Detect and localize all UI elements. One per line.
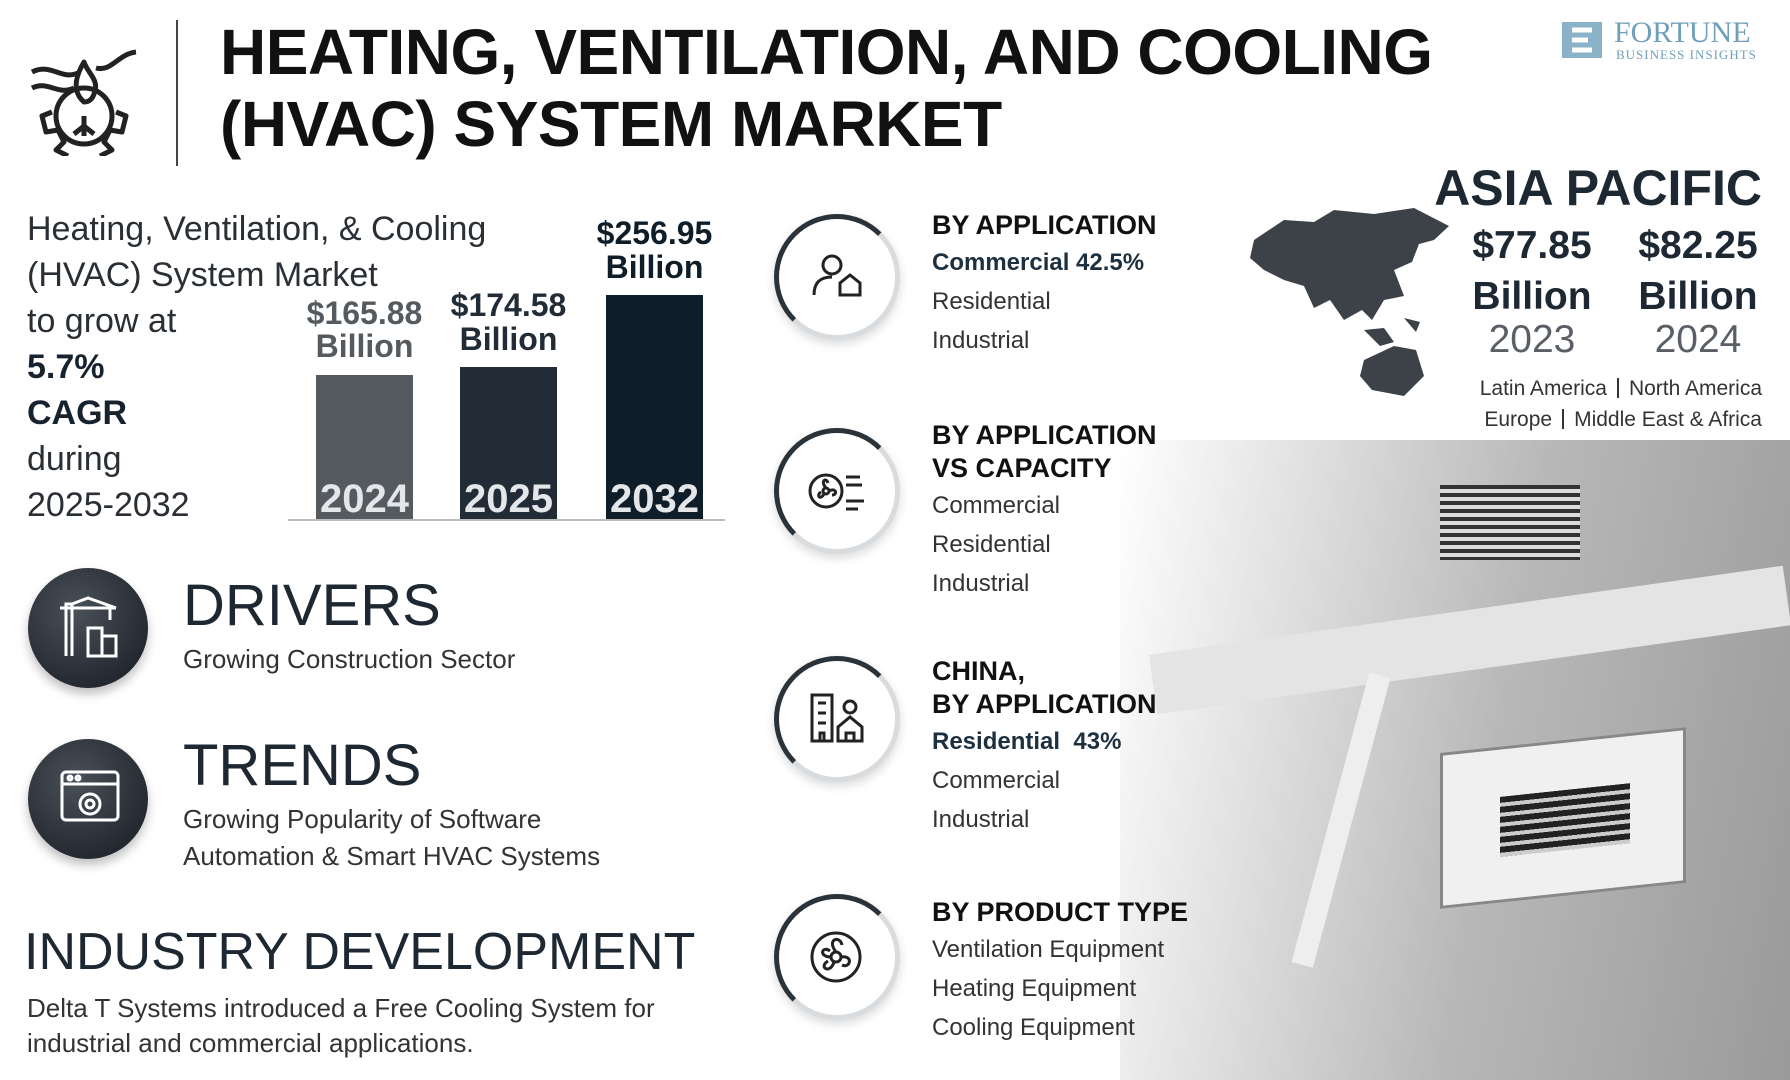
software-icon: [60, 770, 120, 822]
region-value: $77.85: [1472, 224, 1592, 267]
bar-value-label: $174.58 Billion: [450, 287, 567, 357]
region-unit: Billion: [1638, 275, 1758, 318]
industry-line: industrial and commercial applications.: [27, 1028, 474, 1058]
hvac-logo-icon: [30, 49, 137, 156]
intro-line: (HVAC) System Market: [27, 256, 378, 294]
other-region: Europe: [1484, 408, 1553, 431]
asia-map: [1250, 208, 1449, 396]
segment-title: BY APPLICATION: [932, 210, 1157, 240]
segment-item: Residential: [932, 288, 1051, 315]
segment-item: Heating Equipment: [932, 975, 1137, 1002]
segment-item: Commercial: [932, 767, 1061, 794]
segment-item: Ventilation Equipment: [932, 936, 1165, 963]
bar: [316, 374, 413, 519]
segment-icon-circle: [774, 656, 900, 782]
industry-line: Delta T Systems introduced a Free Coolin…: [27, 993, 655, 1023]
segment-highlight: Residential 43%: [932, 728, 1122, 755]
segment-icon: [808, 473, 864, 511]
intro-line: during: [27, 440, 122, 478]
bar-value-label: $256.95 Billion: [596, 215, 713, 286]
drivers-title: DRIVERS: [183, 573, 441, 638]
segment-item: Industrial: [932, 570, 1030, 597]
brand-icon: [1562, 22, 1602, 58]
title-line: (HVAC) SYSTEM MARKET: [220, 88, 1002, 160]
other-region: Latin America: [1479, 377, 1607, 400]
bar: [460, 367, 557, 519]
header-divider: [176, 20, 178, 166]
region-year: 2024: [1654, 318, 1742, 361]
region-year: 2023: [1488, 318, 1576, 361]
bar-category-label: 2025: [464, 477, 553, 521]
title-line: HEATING, VENTILATION, AND COOLING: [220, 16, 1433, 88]
trends-title: TRENDS: [183, 733, 422, 798]
segment-icon-circle: [774, 214, 900, 340]
intro-line: 2025-2032: [27, 486, 190, 524]
segment-item: Industrial: [932, 327, 1030, 354]
intro-cagr: 5.7%: [27, 348, 105, 386]
separator: [1562, 409, 1565, 429]
industry-title: INDUSTRY DEVELOPMENT: [24, 923, 696, 981]
other-regions-line: Latin America North America: [1480, 378, 1762, 399]
segment-title: BY APPLICATION: [932, 689, 1157, 719]
segment-title: VS CAPACITY: [932, 453, 1112, 483]
segment-title: BY APPLICATION: [932, 420, 1157, 450]
segment-icon: [810, 931, 862, 983]
bar-category-label: 2032: [610, 477, 699, 521]
segment-item: Industrial: [932, 806, 1030, 833]
other-regions-line: Europe Middle East & Africa: [1484, 409, 1762, 430]
drivers-text: Growing Construction Sector: [183, 644, 516, 674]
other-region: North America: [1628, 377, 1762, 400]
bar-value-label: $165.88 Billion: [306, 294, 423, 365]
construction-icon: [60, 596, 118, 658]
region-name: ASIA PACIFIC: [1434, 160, 1762, 216]
brand-name: FORTUNE: [1614, 16, 1751, 49]
trends-line: Growing Popularity of Software: [183, 804, 542, 834]
segment-title: BY PRODUCT TYPE: [932, 897, 1189, 927]
vent: [1440, 485, 1580, 560]
segment-item: Cooling Equipment: [932, 1014, 1135, 1041]
brand-sub: BUSINESS INSIGHTS: [1616, 47, 1757, 62]
segment-highlight: Commercial 42.5%: [932, 249, 1145, 276]
segment-icon-circle: [774, 894, 900, 1020]
bar-category-label: 2024: [320, 477, 409, 521]
segment-icon: [810, 693, 864, 743]
segment-title: CHINA,: [932, 656, 1025, 686]
other-region: Middle East & Africa: [1574, 408, 1762, 431]
region-value: $82.25: [1638, 224, 1758, 267]
intro-line: Heating, Ventilation, & Cooling: [27, 210, 487, 248]
segment-icon: [812, 254, 862, 297]
trends-line: Automation & Smart HVAC Systems: [183, 841, 601, 871]
intro-line: to grow at: [27, 302, 177, 340]
bar: [606, 295, 703, 519]
separator: [1616, 378, 1619, 398]
segment-icon-circle: [774, 428, 900, 554]
segment-item: Commercial: [932, 492, 1061, 519]
intro-cagr: CAGR: [27, 394, 128, 432]
segment-item: Residential: [932, 531, 1051, 558]
region-unit: Billion: [1472, 275, 1592, 318]
chart-baseline: [288, 519, 725, 521]
